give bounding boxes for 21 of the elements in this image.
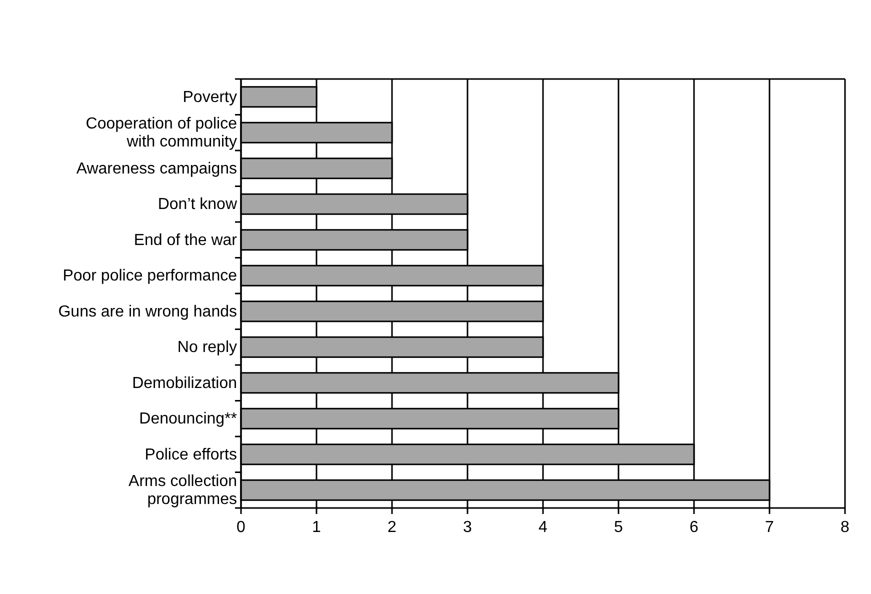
y-tick-label: No reply: [177, 339, 237, 356]
y-tick-label: Awareness campaigns: [76, 160, 237, 178]
y-tick-label: Poor police performance: [62, 268, 238, 285]
x-tick-label: 7: [765, 519, 774, 536]
y-tick-label: End of the war: [134, 232, 238, 249]
y-tick-label: Police efforts: [144, 446, 237, 464]
y-tick-label: Arms collection programmes: [128, 473, 237, 508]
x-tick-label: 8: [840, 519, 850, 536]
x-tick-label: 4: [538, 519, 548, 536]
x-tick-label: 5: [614, 519, 624, 536]
y-tick-label: Cooperation of police with community: [86, 116, 238, 151]
x-tick-label: 0: [236, 519, 246, 536]
x-tick-label: 1: [312, 519, 322, 536]
x-tick-label: 3: [463, 519, 472, 536]
x-tick-label: 2: [388, 519, 397, 536]
y-tick-label: Demobilization: [132, 374, 237, 392]
y-tick-label: Guns are in wrong hands: [58, 303, 237, 320]
y-tick-label: Don’t know: [158, 196, 238, 214]
y-tick-label: Poverty: [182, 88, 237, 106]
x-tick-label: 6: [690, 519, 699, 536]
y-tick-label: Denouncing**: [139, 410, 237, 428]
